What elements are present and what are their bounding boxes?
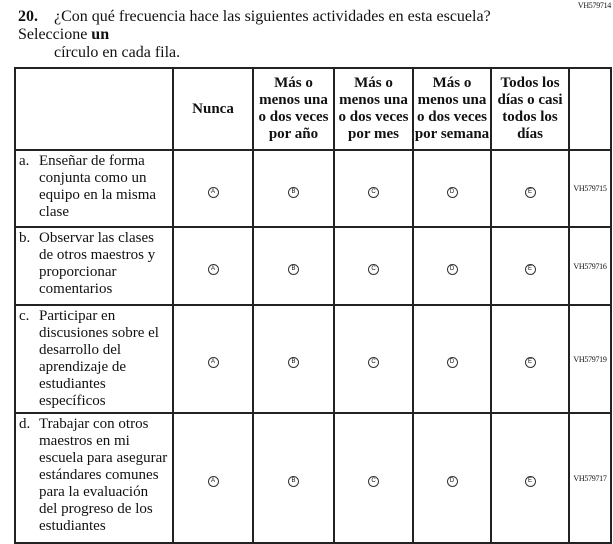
row-text: Participar en discusiones sobre el desar… <box>39 308 159 409</box>
answer-cell[interactable]: D <box>412 304 492 414</box>
row-letter: c. <box>19 308 30 324</box>
column-header: Todos los días o casi todos los días <box>490 67 570 151</box>
row-text: Trabajar con otros maestros en mi escuel… <box>39 416 168 534</box>
row-label-header <box>14 67 174 151</box>
answer-cell[interactable]: B <box>252 412 335 544</box>
answer-cell[interactable]: A <box>172 412 254 544</box>
answer-bubble-c[interactable]: C <box>368 264 379 275</box>
item-code: VH579719 <box>568 304 612 414</box>
row-letter: d. <box>19 416 31 432</box>
answer-cell[interactable]: A <box>172 149 254 228</box>
column-header: Más o menos una o dos veces por semana <box>412 67 492 151</box>
answer-bubble-a[interactable]: A <box>207 186 219 198</box>
question-text: 20. ¿Con qué frecuencia hace las siguient… <box>18 8 558 62</box>
frequency-grid: Nunca Más o menos una o dos veces por año… <box>14 67 612 544</box>
row-label: b. Observar las clases de otros maestros … <box>14 226 174 306</box>
answer-cell[interactable]: C <box>333 412 414 544</box>
row-text: Enseñar de forma conjunta como un equipo… <box>39 153 157 220</box>
table-row: b. Observar las clases de otros maestros … <box>14 226 612 306</box>
answer-cell[interactable]: B <box>252 149 335 228</box>
answer-cell[interactable]: E <box>490 149 570 228</box>
column-header: Más o menos una o dos veces por mes <box>333 67 414 151</box>
answer-cell[interactable]: B <box>252 226 335 306</box>
item-code: VH579715 <box>568 149 612 228</box>
answer-cell[interactable]: C <box>333 304 414 414</box>
table-row: a. Enseñar de forma conjunta como un equi… <box>14 149 612 228</box>
answer-bubble-d[interactable]: D <box>446 186 458 198</box>
table-row: d. Trabajar con otros maestros en mi escu… <box>14 412 612 544</box>
answer-bubble-d[interactable]: D <box>446 476 458 487</box>
answer-cell[interactable]: C <box>333 149 414 228</box>
answer-cell[interactable]: E <box>490 412 570 544</box>
row-label: c. Participar en discusiones sobre el des… <box>14 304 174 414</box>
answer-bubble-b[interactable]: B <box>288 357 299 368</box>
answer-bubble-d[interactable]: D <box>446 264 458 275</box>
answer-bubble-a[interactable]: A <box>207 476 219 487</box>
row-label: a. Enseñar de forma conjunta como un equi… <box>14 149 174 228</box>
answer-bubble-b[interactable]: B <box>288 476 299 487</box>
table-row: c. Participar en discusiones sobre el des… <box>14 304 612 414</box>
row-letter: a. <box>19 153 30 169</box>
answer-bubble-e[interactable]: E <box>524 357 536 368</box>
answer-cell[interactable]: A <box>172 226 254 306</box>
row-text: Observar las clases de otros maestros y … <box>39 230 156 297</box>
answer-bubble-c[interactable]: C <box>368 357 379 368</box>
answer-bubble-b[interactable]: B <box>288 264 299 275</box>
answer-cell[interactable]: E <box>490 304 570 414</box>
answer-bubble-e[interactable]: E <box>524 186 536 198</box>
answer-bubble-c[interactable]: C <box>368 186 379 198</box>
row-label: d. Trabajar con otros maestros en mi escu… <box>14 412 174 544</box>
answer-bubble-e[interactable]: E <box>524 264 536 275</box>
answer-bubble-c[interactable]: C <box>368 476 379 487</box>
row-letter: b. <box>19 230 31 246</box>
question-line2: círculo en cada fila. <box>54 44 181 61</box>
answer-bubble-e[interactable]: E <box>524 476 536 487</box>
answer-cell[interactable]: B <box>252 304 335 414</box>
column-header: Más o menos una o dos veces por año <box>252 67 335 151</box>
item-code: VH579717 <box>568 412 612 544</box>
question-number: 20. <box>18 8 38 25</box>
answer-cell[interactable]: D <box>412 226 492 306</box>
answer-bubble-a[interactable]: A <box>207 264 219 275</box>
code-column-header <box>568 67 612 151</box>
answer-cell[interactable]: E <box>490 226 570 306</box>
answer-bubble-d[interactable]: D <box>446 357 458 368</box>
answer-cell[interactable]: D <box>412 412 492 544</box>
question-line1: ¿Con qué frecuencia hace las siguientes … <box>18 8 491 43</box>
answer-bubble-b[interactable]: B <box>288 186 299 198</box>
answer-cell[interactable]: C <box>333 226 414 306</box>
answer-cell[interactable]: A <box>172 304 254 414</box>
question-code: VH579714 <box>577 1 611 10</box>
answer-bubble-a[interactable]: A <box>207 357 219 368</box>
item-code: VH579716 <box>568 226 612 306</box>
answer-cell[interactable]: D <box>412 149 492 228</box>
question-line1-bold: un <box>91 26 110 43</box>
column-header: Nunca <box>172 67 254 151</box>
